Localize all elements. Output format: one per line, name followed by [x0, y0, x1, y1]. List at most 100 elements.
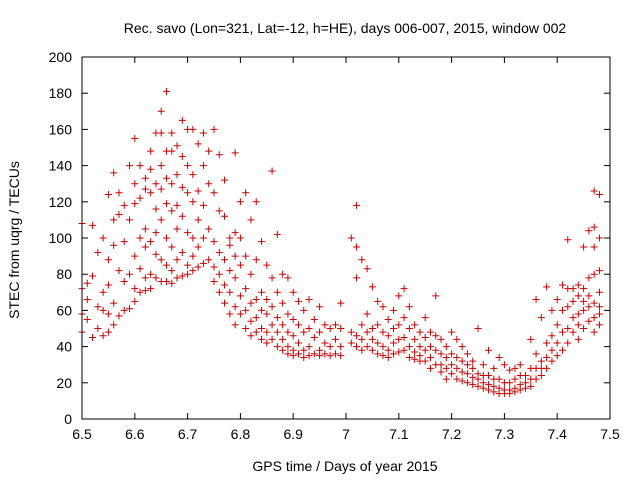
y-tick-label: 80	[56, 266, 72, 282]
data-point	[590, 299, 598, 307]
data-point	[585, 303, 593, 311]
data-point	[569, 285, 577, 293]
y-axis-label: STEC from uqrg / TECUs	[6, 161, 22, 319]
data-point	[268, 321, 276, 329]
data-point	[405, 303, 413, 311]
data-point	[379, 328, 387, 336]
data-point	[231, 274, 239, 282]
data-point	[199, 201, 207, 209]
data-point	[120, 238, 128, 246]
data-point	[215, 207, 223, 215]
data-point	[532, 296, 540, 304]
data-point	[580, 243, 588, 251]
data-point	[432, 292, 440, 300]
data-point	[437, 361, 445, 369]
data-point	[115, 189, 123, 197]
data-point	[426, 364, 434, 372]
data-point	[289, 352, 297, 360]
data-point	[442, 375, 450, 383]
data-point	[258, 325, 266, 332]
data-point	[426, 343, 434, 351]
data-point	[590, 314, 598, 322]
data-point	[226, 288, 234, 296]
data-point	[294, 350, 302, 358]
data-point	[384, 346, 392, 354]
data-point	[506, 390, 514, 398]
data-point	[199, 162, 207, 170]
data-point	[173, 171, 181, 179]
data-point	[289, 332, 297, 340]
data-point	[305, 296, 313, 304]
data-point	[89, 272, 97, 280]
data-point	[157, 107, 165, 115]
data-point	[126, 270, 134, 278]
data-point	[368, 346, 376, 354]
data-point	[189, 171, 197, 179]
data-point	[321, 321, 329, 329]
data-point	[141, 225, 149, 233]
data-point	[99, 288, 107, 296]
data-point	[236, 310, 244, 318]
data-point	[126, 216, 134, 224]
data-point	[474, 382, 482, 390]
x-tick-label: 6.9	[283, 426, 303, 442]
data-point	[252, 314, 260, 322]
data-point	[294, 339, 302, 347]
data-point	[168, 147, 176, 155]
data-point	[490, 364, 498, 372]
data-point	[595, 191, 603, 199]
data-point	[189, 234, 197, 242]
data-point	[157, 185, 165, 193]
data-point	[173, 256, 181, 264]
data-point	[258, 238, 266, 246]
data-point	[205, 256, 213, 264]
data-point	[421, 314, 429, 322]
data-point	[437, 335, 445, 343]
data-point	[168, 129, 176, 137]
data-point	[247, 216, 255, 224]
data-point	[268, 303, 276, 311]
data-point	[194, 263, 202, 271]
x-tick-label: 6.8	[231, 426, 251, 442]
data-point	[522, 372, 530, 380]
data-point	[247, 332, 255, 340]
data-point	[358, 335, 366, 343]
data-point	[221, 299, 229, 307]
data-point	[215, 288, 223, 296]
data-point	[205, 225, 213, 233]
data-point	[221, 256, 229, 264]
data-point	[231, 303, 239, 311]
data-point	[152, 274, 160, 282]
data-point	[511, 375, 519, 383]
data-point	[126, 162, 134, 170]
data-point	[252, 328, 260, 336]
data-point	[458, 368, 466, 376]
data-point	[178, 272, 186, 280]
data-point	[326, 352, 334, 360]
data-point	[152, 180, 160, 188]
data-point	[448, 350, 456, 358]
x-tick-label: 7.2	[442, 426, 462, 442]
data-point	[316, 303, 324, 311]
data-point	[289, 288, 297, 296]
data-point	[548, 346, 556, 354]
data-point	[205, 180, 213, 188]
data-point	[252, 296, 260, 304]
data-point	[353, 274, 361, 282]
data-point	[585, 292, 593, 300]
data-point	[104, 256, 112, 264]
data-point	[247, 299, 255, 307]
data-point	[110, 169, 118, 177]
data-point	[242, 306, 250, 314]
data-point	[189, 125, 197, 133]
data-point	[157, 162, 165, 170]
data-point	[189, 198, 197, 206]
data-point	[395, 321, 403, 329]
data-point	[273, 288, 281, 296]
data-point	[564, 236, 572, 244]
data-point	[442, 353, 450, 361]
data-point	[104, 191, 112, 199]
data-point	[263, 261, 271, 269]
data-point	[421, 346, 429, 354]
data-point	[574, 321, 582, 329]
